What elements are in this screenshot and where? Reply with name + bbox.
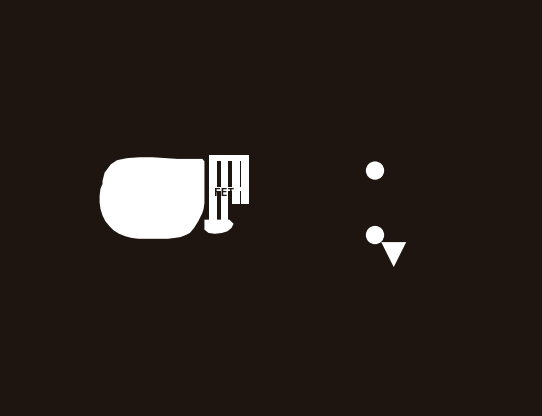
Circle shape — [366, 161, 384, 180]
Polygon shape — [204, 220, 234, 234]
Text: FET: FET — [214, 188, 235, 198]
Bar — [233, 157, 240, 204]
Bar — [214, 187, 245, 191]
Bar — [242, 157, 249, 204]
Polygon shape — [381, 242, 406, 267]
Bar — [221, 157, 228, 225]
Bar — [209, 157, 216, 225]
Polygon shape — [100, 157, 204, 239]
Bar — [209, 155, 249, 161]
Circle shape — [366, 226, 384, 244]
